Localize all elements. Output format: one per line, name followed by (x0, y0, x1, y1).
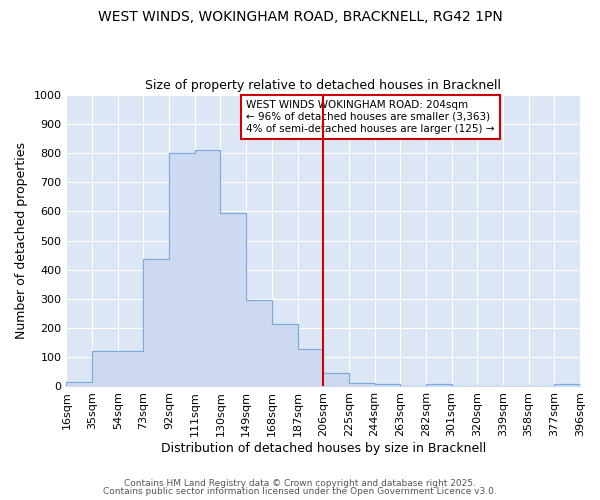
Text: WEST WINDS WOKINGHAM ROAD: 204sqm
← 96% of detached houses are smaller (3,363)
4: WEST WINDS WOKINGHAM ROAD: 204sqm ← 96% … (246, 100, 494, 134)
Title: Size of property relative to detached houses in Bracknell: Size of property relative to detached ho… (145, 79, 501, 92)
X-axis label: Distribution of detached houses by size in Bracknell: Distribution of detached houses by size … (161, 442, 486, 455)
Text: Contains HM Land Registry data © Crown copyright and database right 2025.: Contains HM Land Registry data © Crown c… (124, 478, 476, 488)
Text: Contains public sector information licensed under the Open Government Licence v3: Contains public sector information licen… (103, 487, 497, 496)
Y-axis label: Number of detached properties: Number of detached properties (15, 142, 28, 339)
Text: WEST WINDS, WOKINGHAM ROAD, BRACKNELL, RG42 1PN: WEST WINDS, WOKINGHAM ROAD, BRACKNELL, R… (98, 10, 502, 24)
